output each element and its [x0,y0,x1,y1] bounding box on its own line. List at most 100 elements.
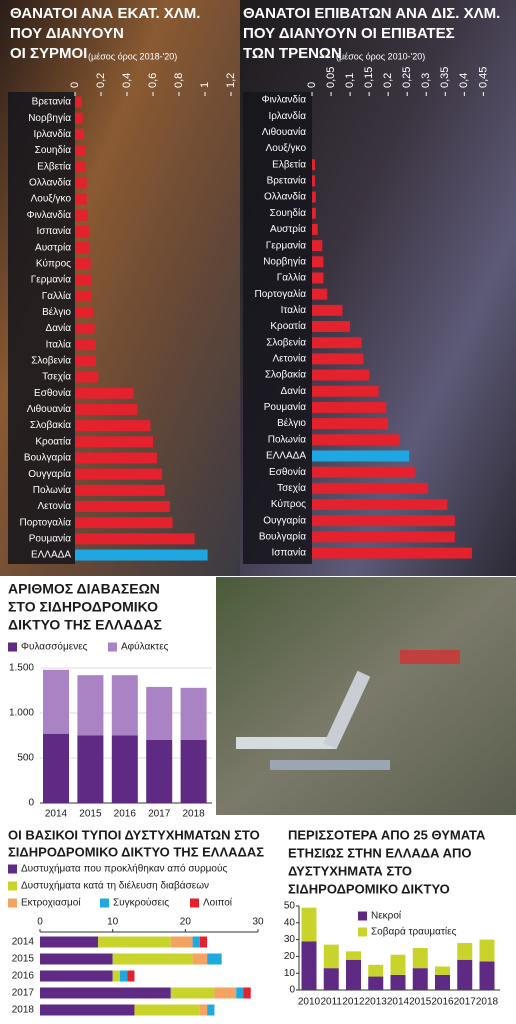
bar [312,482,429,494]
category-label: Βέλγιο [277,417,306,429]
x-tick-label: 0,1 [344,73,356,88]
bar-segment [112,970,120,982]
chart-title: ΠΟΥ ΔΙΑΝΥΟΥΝ ΟΙ ΕΠΙΒΑΤΕΣ [243,25,455,42]
category-label: Σλοβενία [266,336,306,348]
bar [312,272,324,284]
bar-segment [435,966,450,975]
legend-label: Εκτροχιασμοί [21,897,81,909]
bar-segment [146,740,173,803]
x-tick-label: 10 [107,917,119,928]
train-car [323,670,371,750]
bar [75,96,82,108]
chart-title: ΕΤΗΣΙΩΣ ΣΤΗΝ ΕΛΛΑΔΑ ΑΠΟ [288,845,472,860]
y-tick-label: 2018 [12,1005,35,1016]
bar-segment [40,936,99,948]
category-label: Κύπρος [271,498,306,510]
bar [75,501,170,512]
bar-segment [180,740,207,803]
category-label: Πορτογαλία [255,288,307,300]
bar [75,177,87,189]
x-tick-label: 2014 [45,809,68,820]
bar-segment [199,936,208,948]
bar-segment [40,1004,135,1016]
chart-title: ΣΙΔΗΡΟΔΡΟΜΙΚΟ ΔΙΚΤΥΟ [288,881,450,896]
bar [75,274,92,286]
category-label: Κροατία [270,320,306,332]
chart-title: ΑΡΙΘΜΟΣ ΔΙΑΒΑΣΕΩΝ [8,581,160,597]
bar [312,240,323,252]
x-tick-label: 2018 [476,997,499,1008]
bar [75,161,86,173]
bar-segment [390,954,406,975]
chart-title: ΣΤΟ ΣΙΔΗΡΟΔΡΟΜΙΚΟ [8,599,158,615]
category-label: Λετονία [272,353,306,365]
x-tick-label: 1 [199,82,211,88]
y-tick-label: 1.500 [9,663,34,674]
x-tick-label: 2013 [365,997,388,1008]
bar-segment [301,941,317,990]
x-tick-label: 2015 [409,997,432,1008]
bar-segment [146,686,173,740]
legend-swatch [358,927,367,937]
category-label: Πολωνία [268,433,306,445]
bar [75,128,85,140]
bar [312,288,328,300]
chart-title: ΘΑΝΑΤΟΙ ΕΠΙΒΑΤΩΝ ΑΝΑ ΔΙΣ. ΧΛΜ. [243,5,500,22]
legend-swatch [8,864,17,874]
category-label: Λουξ/γκο [266,143,307,154]
category-label: Κύπρος [36,257,71,269]
legend-label: Σοβαρά τραυματίες [371,926,457,938]
x-tick-label: 1,2 [225,73,237,88]
x-tick-label: 0,3 [420,73,432,88]
x-tick-label: 0,35 [439,67,451,88]
train-car [270,760,390,770]
bar-segment [111,675,138,736]
x-tick-label: 2011 [320,997,342,1008]
bar-segment [77,675,104,736]
bar-segment [40,987,171,999]
bar-segment [457,959,473,990]
bar [75,387,134,399]
category-label: Δανία [281,385,307,397]
bar-segment [390,974,406,990]
category-label: Λετονία [37,500,71,512]
category-label: Βουλγαρία [259,531,306,543]
bar [75,193,87,205]
bar [75,339,96,351]
bar-segment [457,942,473,960]
bar-segment [77,735,104,803]
category-label: Σλοβακία [30,419,71,431]
bar [312,304,343,316]
y-tick-label: 0 [28,798,34,809]
legend-swatch [100,898,109,908]
category-label: Ιρλανδία [34,128,72,140]
bar-segment [323,944,339,969]
y-tick-label: 0 [289,985,295,996]
bar [75,420,151,432]
x-tick-label: 0,4 [458,73,470,88]
category-label: Ρουμανία [29,533,71,545]
bar-segment [368,976,384,990]
x-tick-label: 0 [306,82,318,88]
category-label: Πορτογαλία [20,516,72,528]
bar [312,434,400,446]
category-label: Ιρλανδία [269,110,307,122]
bar [75,242,90,254]
category-label: Νορβηγία [28,112,71,124]
category-label: Ουγγαρία [28,468,71,480]
bar-segment [170,987,215,999]
bar [75,355,96,367]
x-tick-label: 2010 [298,997,321,1008]
bar [312,256,324,268]
bar [312,353,364,365]
bar-segment [112,953,193,965]
y-tick-label: 2015 [12,954,35,965]
chart-title: ΠΟΥ ΔΙΑΝΥΟΥΝ [10,25,124,42]
bar-segment [180,687,207,740]
legend-label: Φυλασσόμενες [21,641,88,653]
x-tick-label: 2018 [182,809,205,820]
bar-segment [412,948,428,969]
bar [312,207,316,219]
chart-subtitle: (μέσος όρος 2010-'20) [336,51,425,61]
bar [75,468,163,480]
